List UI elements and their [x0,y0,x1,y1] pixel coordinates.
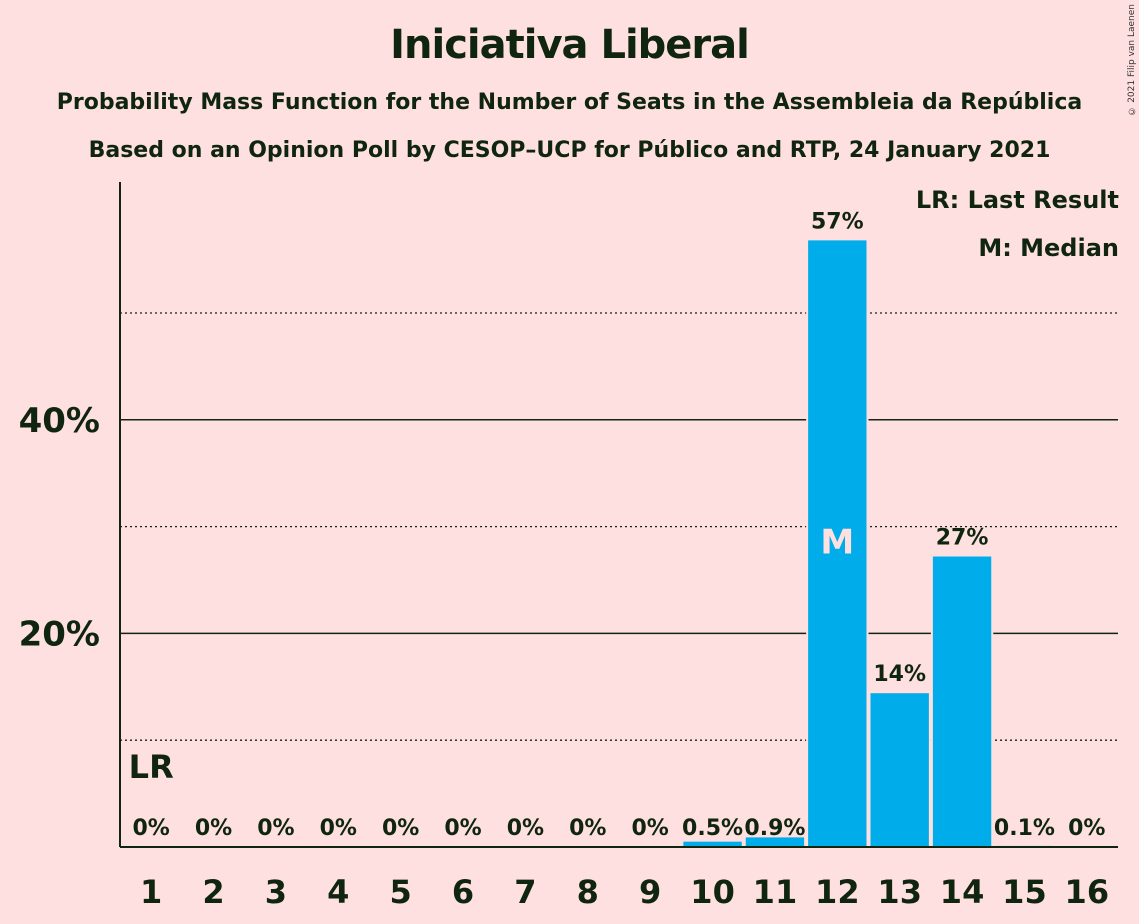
x-tick-label: 9 [639,873,661,911]
data-label: 0% [569,816,606,841]
x-tick-label: 1 [140,873,162,911]
legend-last-result: LR: Last Result [915,186,1119,214]
last-result-marker: LR [129,748,174,786]
data-label: 27% [936,526,989,551]
chart-subtitle-line2: Based on an Opinion Poll by CESOP–UCP fo… [88,138,1051,163]
legend-median: M: Median [978,234,1119,262]
data-label: 0% [320,816,357,841]
bar [745,837,805,847]
x-tick-label: 16 [1065,873,1110,911]
x-tick-label: 6 [452,873,474,911]
chart-subtitle-line1: Probability Mass Function for the Number… [56,90,1083,115]
x-tick-label: 3 [265,873,287,911]
x-tick-label: 15 [1002,873,1047,911]
data-label: 0% [444,816,481,841]
x-tick-label: 8 [577,873,599,911]
x-tick-label: 13 [877,873,922,911]
data-label: 0% [257,816,294,841]
bar-gap [993,843,1056,847]
data-label: 0% [382,816,419,841]
x-tick-label: 14 [940,873,985,911]
x-tick-label: 7 [514,873,536,911]
y-tick-label: 40% [19,401,100,441]
x-tick-label: 12 [815,873,860,911]
x-tick-label: 10 [690,873,735,911]
data-label: 0.1% [994,816,1055,841]
x-tick-label: 11 [753,873,798,911]
median-marker: M [820,522,854,562]
bar [683,841,742,847]
data-label: 0.5% [682,816,743,841]
bar [808,240,867,848]
data-label: 0% [133,816,170,841]
y-tick-label: 20% [19,614,100,654]
x-tick-label: 2 [202,873,224,911]
data-label: 0.9% [744,816,805,841]
bar [870,693,929,847]
data-label: 0% [195,816,232,841]
x-tick-label: 5 [390,873,412,911]
bar [932,556,992,847]
x-tick-label: 4 [327,873,349,911]
data-label: 14% [873,662,926,687]
chart-title: Iniciativa Liberal [390,22,750,68]
data-label: 0% [507,816,544,841]
data-label: 0% [632,816,669,841]
data-label: 0% [1068,816,1105,841]
data-label: 57% [811,209,864,234]
